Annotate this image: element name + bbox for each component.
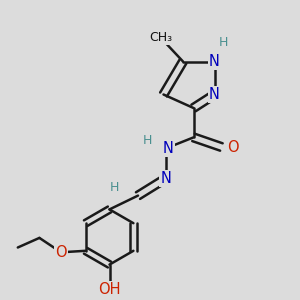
Text: H: H [219, 36, 228, 49]
Text: N: N [209, 87, 220, 102]
Text: N: N [163, 141, 173, 156]
Text: OH: OH [98, 282, 121, 297]
Text: O: O [55, 245, 67, 260]
Text: H: H [142, 134, 152, 148]
Text: H: H [110, 181, 120, 194]
Text: CH₃: CH₃ [149, 31, 172, 44]
Text: N: N [209, 54, 220, 69]
Text: N: N [160, 171, 171, 186]
Text: O: O [227, 140, 239, 154]
